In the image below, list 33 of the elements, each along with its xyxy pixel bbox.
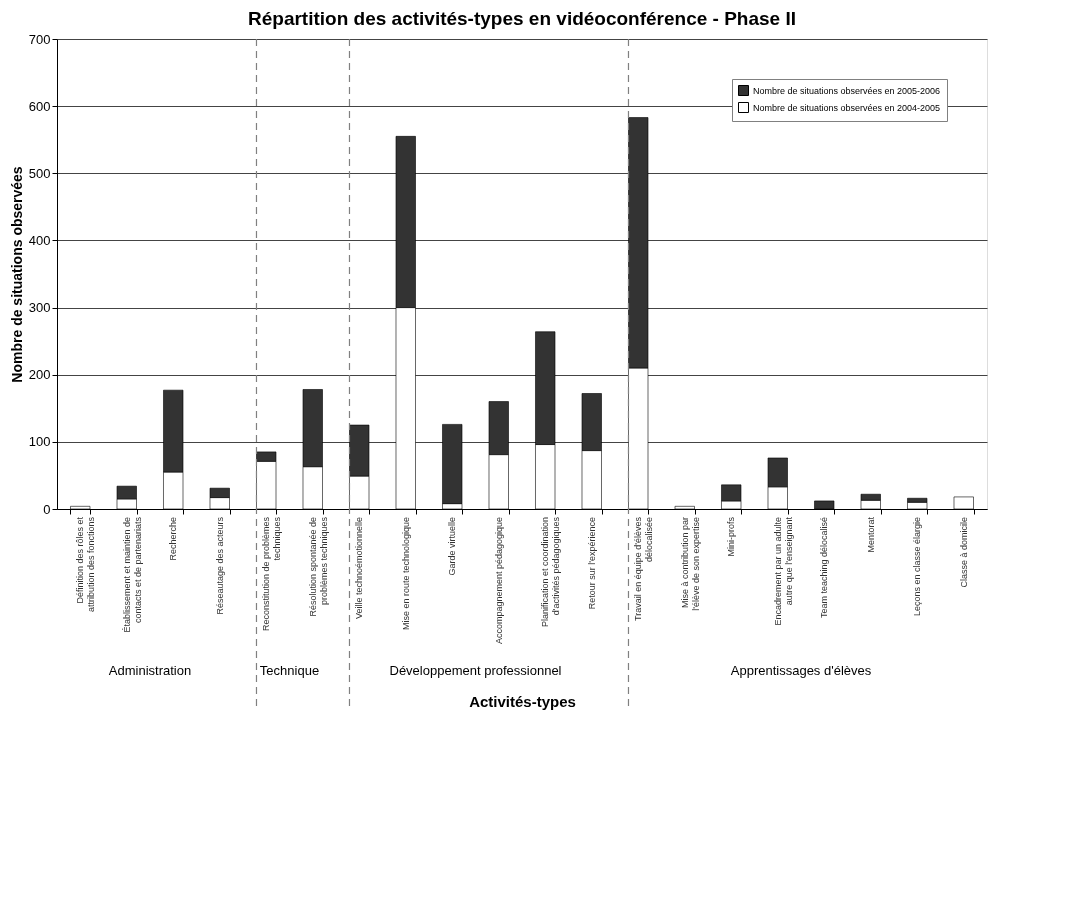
legend-label: Nombre de situations observées en 2005-2006 — [753, 85, 941, 96]
y-tick-label: 700 — [28, 31, 51, 47]
y-tick-label: 500 — [28, 165, 51, 181]
y-tick-label: 300 — [28, 300, 51, 316]
x-tick-label: Garde virtuelle — [447, 517, 458, 576]
chart-title: Répartition des activités-types en vidéoconférence - Phase II — [247, 8, 797, 29]
y-tick-label: 0 — [43, 501, 51, 517]
text: Technique — [259, 663, 320, 678]
x-tick-label: Recherche — [168, 517, 179, 561]
x-tick-label: Accompagnement pédagogique — [493, 517, 504, 645]
y-tick-label: 100 — [28, 434, 51, 450]
y-tick-label: 600 — [28, 98, 51, 114]
x-tick-label: Team teaching délocalisé — [819, 517, 830, 619]
y-tick-label: 200 — [28, 367, 51, 383]
x-tick-label: Mentorat — [865, 516, 876, 553]
y-axis-title: Nombre de situations observées — [8, 166, 25, 383]
legend-label: Nombre de situations observées en 2004-2005 — [753, 102, 941, 113]
x-tick-label: Mini-profs — [726, 516, 737, 557]
x-tick-label: Retour sur l'expérience — [586, 517, 597, 610]
x-tick-label: Travail en équipe d'élèves délocalisée — [633, 516, 655, 621]
x-tick-label: Planification et coordination d'activités pédagogiques — [540, 516, 562, 628]
x-tick-label: Classe à domicile — [958, 517, 969, 588]
x-tick-label: Reconstitution de problèmes techniques — [261, 516, 283, 632]
x-tick-label: Leçons en classe élargie — [912, 517, 923, 617]
x-tick-label: Mise en route technologique — [400, 517, 411, 631]
text: Développement professionnel — [389, 663, 562, 678]
text: Administration — [108, 663, 192, 678]
y-tick-label: 400 — [28, 232, 51, 248]
text: Apprentissages d'élèves — [730, 663, 872, 678]
x-axis-title: Activités-types — [469, 693, 576, 710]
x-tick-label: Réseautage des acteurs — [214, 516, 225, 615]
x-tick-label: Veille technoémotionnelle — [354, 517, 365, 620]
x-tick-label: Définition des rôles et attribution des fonctions — [75, 516, 97, 613]
